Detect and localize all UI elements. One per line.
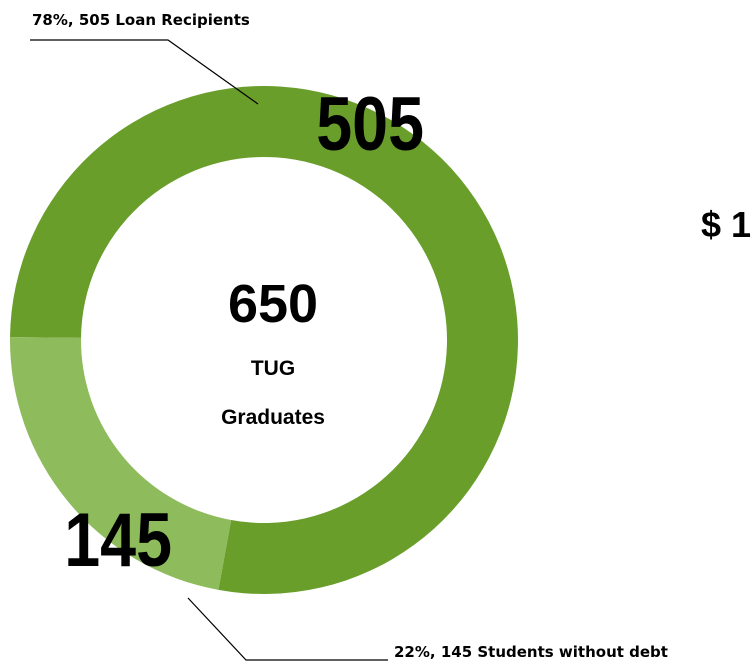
leader-line-loan-recipients bbox=[30, 39, 259, 105]
slice-value-no-debt: 145 bbox=[64, 497, 172, 582]
slice-value-loan-recipients: 505 bbox=[316, 81, 424, 166]
callout-no-debt: 22%, 145 Students without debt bbox=[394, 643, 668, 661]
donut-slice-students-without-debt bbox=[9, 337, 232, 590]
leader-line-no-debt bbox=[187, 597, 388, 661]
donut-slices bbox=[9, 85, 519, 594]
center-label-line1: TUG bbox=[251, 357, 295, 380]
center-total: 650 bbox=[228, 274, 318, 334]
callout-loan-recipients: 78%, 505 Loan Recipients bbox=[32, 11, 250, 29]
center-label-line2: Graduates bbox=[221, 406, 325, 429]
side-amount-text: $ 1 bbox=[701, 204, 751, 245]
